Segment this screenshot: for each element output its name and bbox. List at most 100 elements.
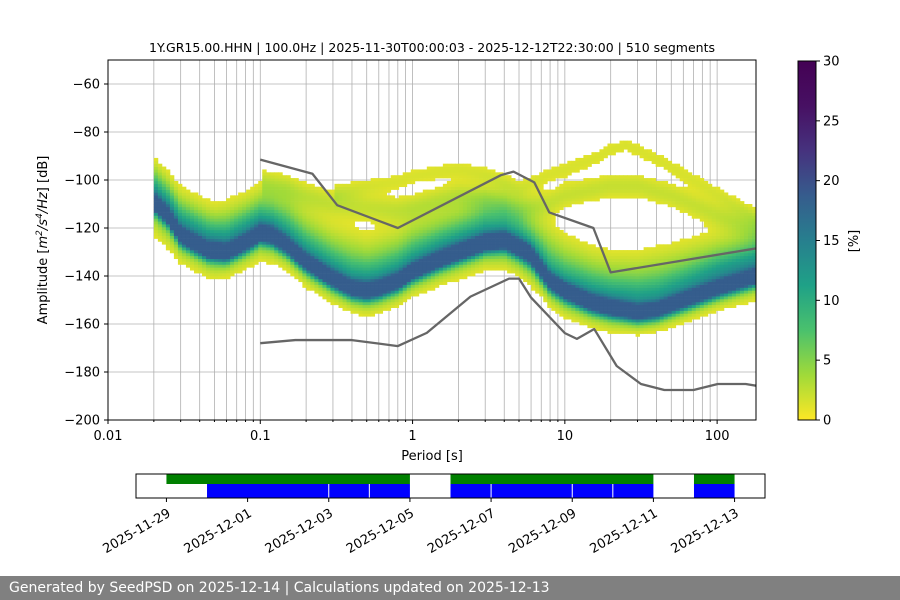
psd-cell	[434, 273, 440, 277]
psd-cell	[354, 206, 359, 211]
psd-cell	[623, 250, 628, 254]
psd-cell	[442, 247, 448, 251]
psd-cell	[338, 221, 343, 225]
psd-cell	[334, 299, 339, 303]
psd-cell	[418, 221, 424, 225]
psd-cell	[551, 192, 556, 196]
psd-cell	[390, 267, 396, 271]
psd-cell	[627, 290, 632, 294]
psd-cell	[515, 227, 520, 231]
psd-cell	[350, 304, 355, 308]
psd-cell	[362, 195, 367, 199]
psd-cell	[535, 232, 540, 236]
psd-cell	[362, 290, 367, 294]
psd-cell	[173, 201, 179, 205]
psd-cell	[161, 195, 167, 199]
psd-cell	[667, 258, 673, 262]
psd-cell	[547, 195, 552, 199]
psd-cell	[161, 232, 167, 236]
psd-cell	[647, 186, 653, 190]
psd-cell	[458, 238, 464, 242]
psd-cell	[551, 218, 556, 222]
psd-cell	[491, 201, 496, 205]
psd-cell	[250, 221, 255, 225]
psd-cell	[479, 261, 484, 265]
psd-cell	[671, 313, 677, 317]
psd-cell	[579, 287, 584, 291]
psd-cell	[398, 293, 404, 297]
psd-cell	[382, 304, 388, 308]
psd-cell	[647, 149, 653, 153]
psd-cell	[563, 301, 568, 306]
psd-cell	[185, 221, 191, 225]
psd-cell	[671, 250, 677, 254]
psd-cell	[402, 244, 408, 248]
psd-cell	[250, 261, 255, 265]
psd-cell	[181, 229, 187, 234]
psd-cell	[374, 238, 380, 242]
psd-cell	[591, 247, 596, 251]
psd-cell	[426, 258, 432, 262]
psd-cell	[643, 267, 649, 271]
psd-cell	[631, 313, 636, 317]
psd-cell	[615, 290, 620, 294]
psd-cell	[611, 310, 616, 314]
psd-cell	[366, 180, 372, 185]
psd-cell	[679, 299, 685, 303]
psd-cell	[330, 238, 335, 242]
psd-cell	[318, 192, 323, 196]
psd-cell	[350, 195, 355, 199]
psd-cell	[547, 224, 552, 228]
psd-cell	[450, 189, 456, 193]
psd-cell	[551, 235, 556, 239]
psd-cell	[358, 310, 363, 314]
psd-cell	[418, 267, 424, 271]
psd-cell	[318, 224, 323, 228]
psd-cell	[270, 247, 275, 251]
psd-cell	[286, 209, 291, 213]
psd-cell	[474, 238, 480, 242]
psd-cell	[334, 206, 339, 211]
psd-cell	[591, 307, 596, 311]
psd-cell	[378, 215, 384, 219]
psd-cell	[483, 247, 488, 251]
psd-cell	[270, 224, 275, 228]
psd-cell	[185, 227, 191, 231]
psd-cell	[462, 255, 468, 260]
psd-cell	[571, 169, 576, 173]
psd-cell	[531, 215, 536, 219]
psd-cell	[354, 183, 359, 188]
psd-cell	[442, 267, 448, 271]
psd-cell	[173, 247, 179, 251]
psd-cell	[354, 195, 359, 199]
psd-cell	[651, 255, 657, 260]
psd-cell	[487, 244, 492, 248]
psd-cell	[466, 183, 472, 188]
psd-cell	[318, 201, 323, 205]
psd-cell	[290, 244, 295, 248]
psd-cell	[470, 255, 476, 260]
psd-cell	[230, 244, 235, 248]
psd-cell	[302, 218, 307, 222]
psd-cell	[362, 273, 367, 277]
psd-cell	[410, 252, 416, 257]
psd-cell	[314, 250, 319, 254]
psd-cell	[318, 276, 323, 280]
psd-cell	[647, 152, 653, 156]
psd-cell	[422, 287, 428, 291]
psd-cell	[278, 204, 283, 208]
psd-cell	[157, 238, 163, 242]
psd-cell	[354, 180, 359, 185]
psd-cell	[374, 287, 380, 291]
psd-cell	[382, 276, 388, 280]
psd-cell	[438, 201, 444, 205]
psd-cell	[314, 247, 319, 251]
psd-cell	[543, 247, 548, 251]
psd-cell	[422, 238, 428, 242]
psd-cell	[643, 310, 649, 314]
psd-cell	[446, 169, 452, 173]
psd-cell	[185, 198, 191, 202]
psd-cell	[430, 241, 436, 245]
psd-cell	[611, 273, 616, 277]
psd-cell	[326, 195, 331, 199]
